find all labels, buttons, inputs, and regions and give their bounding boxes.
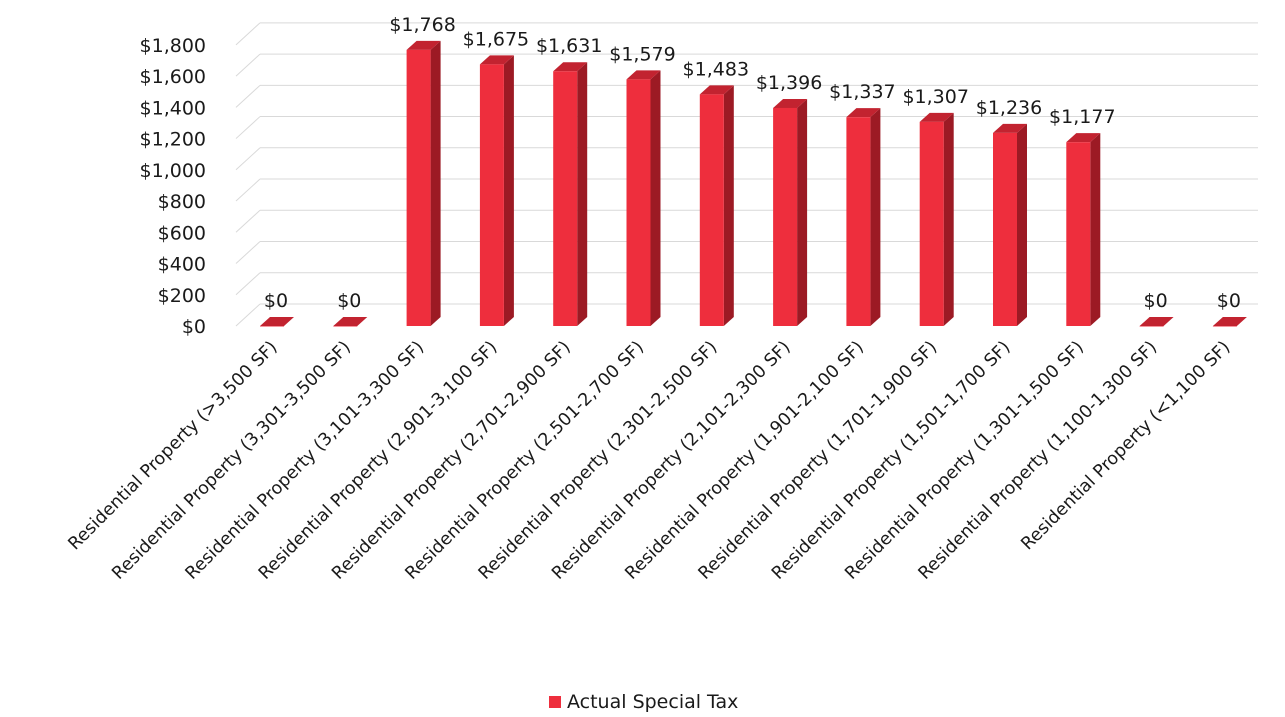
bar-side xyxy=(503,55,514,327)
gridline-depth xyxy=(235,178,261,202)
legend: Actual Special Tax xyxy=(549,690,738,714)
bar xyxy=(333,317,368,327)
data-label: $1,631 xyxy=(536,35,602,57)
y-axis-tick-labels: $0 $200 $400 $600 $800 $1,000 $1,200 $1,400 $1,6… xyxy=(140,35,206,338)
bar-front xyxy=(919,121,944,326)
bar-top xyxy=(919,112,954,122)
data-label: $1,483 xyxy=(683,58,749,80)
bar-front xyxy=(333,326,358,327)
bar xyxy=(260,317,294,327)
gridline-depth xyxy=(235,53,261,77)
bar-front xyxy=(626,79,651,326)
data-label: $1,236 xyxy=(976,97,1042,119)
bar-side xyxy=(1017,123,1027,326)
gridline-depth xyxy=(235,147,261,171)
data-label: $1,396 xyxy=(756,72,822,94)
bar-top xyxy=(626,70,661,80)
bar xyxy=(1066,133,1101,326)
bar-front xyxy=(699,94,724,326)
bar-side xyxy=(1090,133,1101,326)
gridline-depth xyxy=(235,84,261,108)
bar-top xyxy=(846,108,881,118)
bar-front xyxy=(1139,326,1164,327)
bar xyxy=(406,40,441,326)
bar-top xyxy=(479,55,514,65)
bar-side xyxy=(797,98,808,327)
legend-swatch xyxy=(549,696,561,708)
bar-side xyxy=(870,108,881,326)
bar-top xyxy=(993,123,1027,133)
bar-front xyxy=(993,132,1017,326)
bar-top xyxy=(406,40,441,50)
data-label: $1,307 xyxy=(902,86,968,108)
bar-side xyxy=(723,85,734,326)
data-label: $0 xyxy=(337,290,361,312)
bar-front xyxy=(1066,142,1091,326)
bar xyxy=(699,85,734,326)
data-label: $1,768 xyxy=(389,14,455,36)
bar xyxy=(773,98,808,327)
data-label: $0 xyxy=(1144,290,1168,312)
y-tick-label: $1,800 xyxy=(140,35,206,57)
gridline-depth xyxy=(235,241,261,264)
x-axis-category-labels: Residential Property (>3,500 SF)Resident… xyxy=(65,337,1235,583)
gridline-depth xyxy=(235,116,261,139)
bar-top xyxy=(260,317,294,326)
bar-front xyxy=(406,49,431,326)
bar-side xyxy=(577,62,588,327)
bar-front xyxy=(846,117,871,326)
gridline-depth xyxy=(235,272,261,296)
bar-front xyxy=(553,71,578,327)
bar-top xyxy=(1212,317,1247,326)
gridline-depth xyxy=(235,22,261,46)
bars xyxy=(260,40,1247,327)
bar-side xyxy=(650,70,661,326)
y-tick-label: $0 xyxy=(182,316,206,338)
bar xyxy=(626,70,661,326)
legend-label: Actual Special Tax xyxy=(567,691,739,713)
y-tick-label: $1,000 xyxy=(140,160,206,182)
data-label: $1,337 xyxy=(829,81,895,103)
bar-front xyxy=(1212,326,1237,327)
bar xyxy=(993,123,1027,326)
bar-top xyxy=(1066,133,1101,143)
bar xyxy=(1139,317,1174,327)
data-label: $1,579 xyxy=(609,43,675,65)
bar-top xyxy=(333,317,368,326)
bar-side xyxy=(943,112,954,326)
bar xyxy=(1212,317,1247,327)
bar-side xyxy=(430,40,441,326)
bar-top xyxy=(699,85,734,95)
y-tick-label: $800 xyxy=(158,191,206,213)
data-label: $1,177 xyxy=(1049,106,1115,128)
gridline-depth xyxy=(235,209,261,233)
y-tick-label: $1,600 xyxy=(140,66,206,88)
bar xyxy=(846,108,881,326)
bar-top xyxy=(773,98,808,108)
data-label: $1,675 xyxy=(463,28,529,50)
bar-front xyxy=(260,326,284,327)
y-tick-label: $600 xyxy=(158,222,206,244)
bar xyxy=(919,112,954,326)
bar-front xyxy=(479,64,504,327)
data-labels: $0 $0 $1,768 $1,675 $1,631 $1,579 $1,483 $1,396… xyxy=(264,14,1241,312)
gridline-depth xyxy=(235,303,261,327)
data-label: $0 xyxy=(1217,290,1241,312)
data-label: $0 xyxy=(264,290,288,312)
y-tick-label: $200 xyxy=(158,285,206,307)
bar-top xyxy=(553,62,588,72)
bar-front xyxy=(773,107,798,327)
y-tick-label: $400 xyxy=(158,254,206,276)
y-tick-label: $1,400 xyxy=(140,97,206,119)
y-tick-label: $1,200 xyxy=(140,129,206,151)
bar-top xyxy=(1139,317,1174,326)
bar xyxy=(553,62,588,327)
bar xyxy=(479,55,514,327)
